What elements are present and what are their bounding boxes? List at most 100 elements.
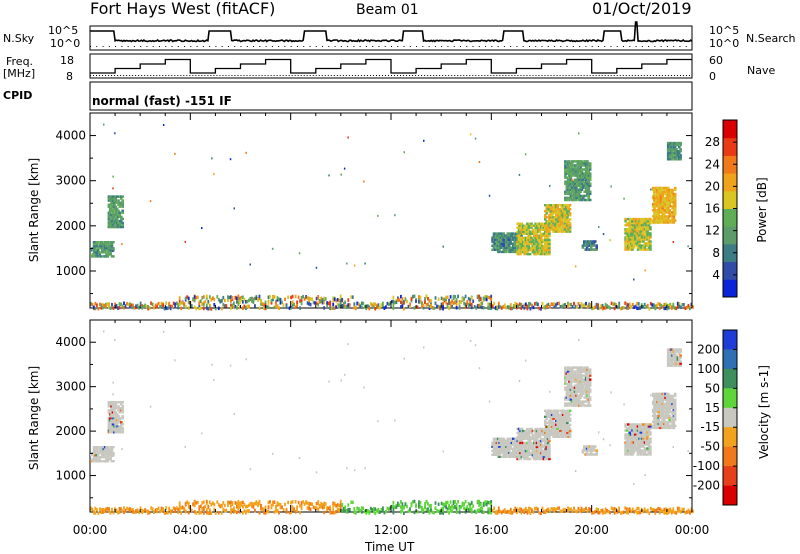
velocity-echo-cell [584, 384, 588, 387]
nave-dot [421, 75, 423, 76]
power-echo-cell [98, 251, 101, 254]
power-echo-cell [512, 238, 515, 241]
power-echo-cell [111, 205, 115, 208]
velocity-clutter-cell [257, 503, 259, 507]
power-clutter-cell [442, 306, 444, 311]
velocity-echo-cell [672, 418, 676, 422]
power-echo-cell [582, 174, 585, 177]
power-echo-cell [573, 164, 577, 167]
power-echo-cell [533, 250, 536, 254]
velocity-echo-cell [499, 439, 503, 442]
velocity-echo-cell [550, 413, 554, 416]
velocity-echo-cell [550, 421, 554, 424]
velocity-echo-cell [556, 413, 559, 416]
power-echo-cell [521, 228, 525, 231]
power-echo-cell [526, 238, 529, 242]
nave-dot [400, 75, 402, 76]
power-clutter-cell [353, 306, 356, 310]
power-echo-cell [647, 226, 651, 229]
velocity-echo-cell [521, 437, 525, 441]
velocity-clutter-cell [371, 508, 374, 512]
power-echo-cell [491, 240, 494, 243]
power-echo-cell [669, 141, 673, 145]
velocity-echo-cell [588, 378, 592, 381]
power-echo-cell [569, 188, 573, 191]
nave-dot [484, 75, 486, 76]
power-echo-cell [535, 226, 539, 229]
velocity-echo-cell [539, 457, 543, 461]
power-echo-cell [586, 170, 589, 173]
power-echo-cell [589, 248, 593, 251]
velocity-echo-cell [550, 415, 554, 418]
power-echo-cell [535, 230, 539, 233]
power-clutter-cell [372, 305, 375, 309]
velocity-echo-cell [535, 431, 539, 435]
velocity-echo-cell [660, 412, 663, 416]
power-echo-cell [582, 180, 585, 183]
power-echo-cell [577, 182, 581, 185]
velocity-clutter-cell [383, 510, 386, 515]
nave-dot [384, 75, 386, 76]
velocity-clutter-cell [386, 506, 389, 511]
velocity-echo-cell [636, 447, 640, 450]
power-clutter-cell [497, 301, 500, 306]
power-clutter-cell [278, 297, 280, 301]
velocity-echo-cell [548, 419, 551, 422]
power-clutter-cell [258, 294, 261, 299]
power-echo-cell [495, 248, 499, 251]
power-echo-cell [564, 212, 568, 215]
velocity-clutter-cell [106, 507, 109, 511]
velocity-echo-cell [544, 433, 547, 436]
power-echo-cell [531, 240, 535, 244]
velocity-echo-cell [673, 354, 677, 357]
power-echo-cell [572, 196, 575, 200]
noise-search-dot [516, 46, 518, 47]
power-echo-cell [506, 246, 510, 249]
nave-dot [619, 75, 621, 76]
power-echo-cell [672, 156, 675, 159]
velocity-echo-cell [673, 358, 677, 361]
power-echo-cell [643, 217, 647, 221]
velocity-echo-cell [575, 398, 578, 401]
velocity-echo-cell [526, 441, 529, 445]
nave-dot [255, 75, 257, 76]
velocity-echo-cell [505, 453, 508, 456]
power-clutter-cell [446, 302, 449, 307]
power-clutter-cell [236, 300, 238, 304]
power-clutter-cell [317, 295, 320, 299]
velocity-clutter-cell [469, 507, 472, 512]
velocity-echo-cell [550, 425, 554, 428]
velocity-echo-cell [657, 406, 660, 410]
velocity-echo-cell [120, 401, 123, 404]
power-echo-cell [564, 168, 567, 171]
velocity-echo-cell [636, 427, 640, 430]
velocity-echo-cell [657, 416, 660, 420]
velocity-echo-cell [94, 456, 97, 459]
power-echo-cell [563, 220, 566, 223]
power-echo-cell [95, 251, 99, 254]
power-clutter-cell [294, 294, 297, 299]
velocity-echo-cell [646, 439, 649, 442]
power-echo-cell [528, 224, 532, 227]
velocity-echo-cell [629, 443, 633, 446]
velocity-echo-cell [672, 348, 675, 351]
noise-search-dot [171, 46, 173, 47]
velocity-clutter-cell [199, 510, 202, 515]
power-echo-cell [668, 194, 671, 198]
power-echo-cell [555, 230, 558, 233]
velocity-echo-cell [629, 449, 633, 452]
velocity-echo-cell [492, 445, 496, 448]
velocity-echo-cell [491, 445, 494, 448]
power-clutter-cell [509, 303, 512, 307]
power-clutter-cell [296, 303, 298, 308]
power-echo-cell [588, 168, 592, 171]
velocity-clutter-cell [418, 500, 420, 504]
nave-dot [378, 75, 380, 76]
power-echo-cell [544, 218, 547, 221]
velocity-echo-cell [559, 409, 562, 412]
velocity-clutter-cell [236, 510, 238, 515]
power-echo-cell [651, 186, 655, 190]
velocity-clutter-cell [306, 506, 309, 510]
power-echo-cell [560, 222, 564, 225]
velocity-echo-cell [501, 439, 504, 442]
